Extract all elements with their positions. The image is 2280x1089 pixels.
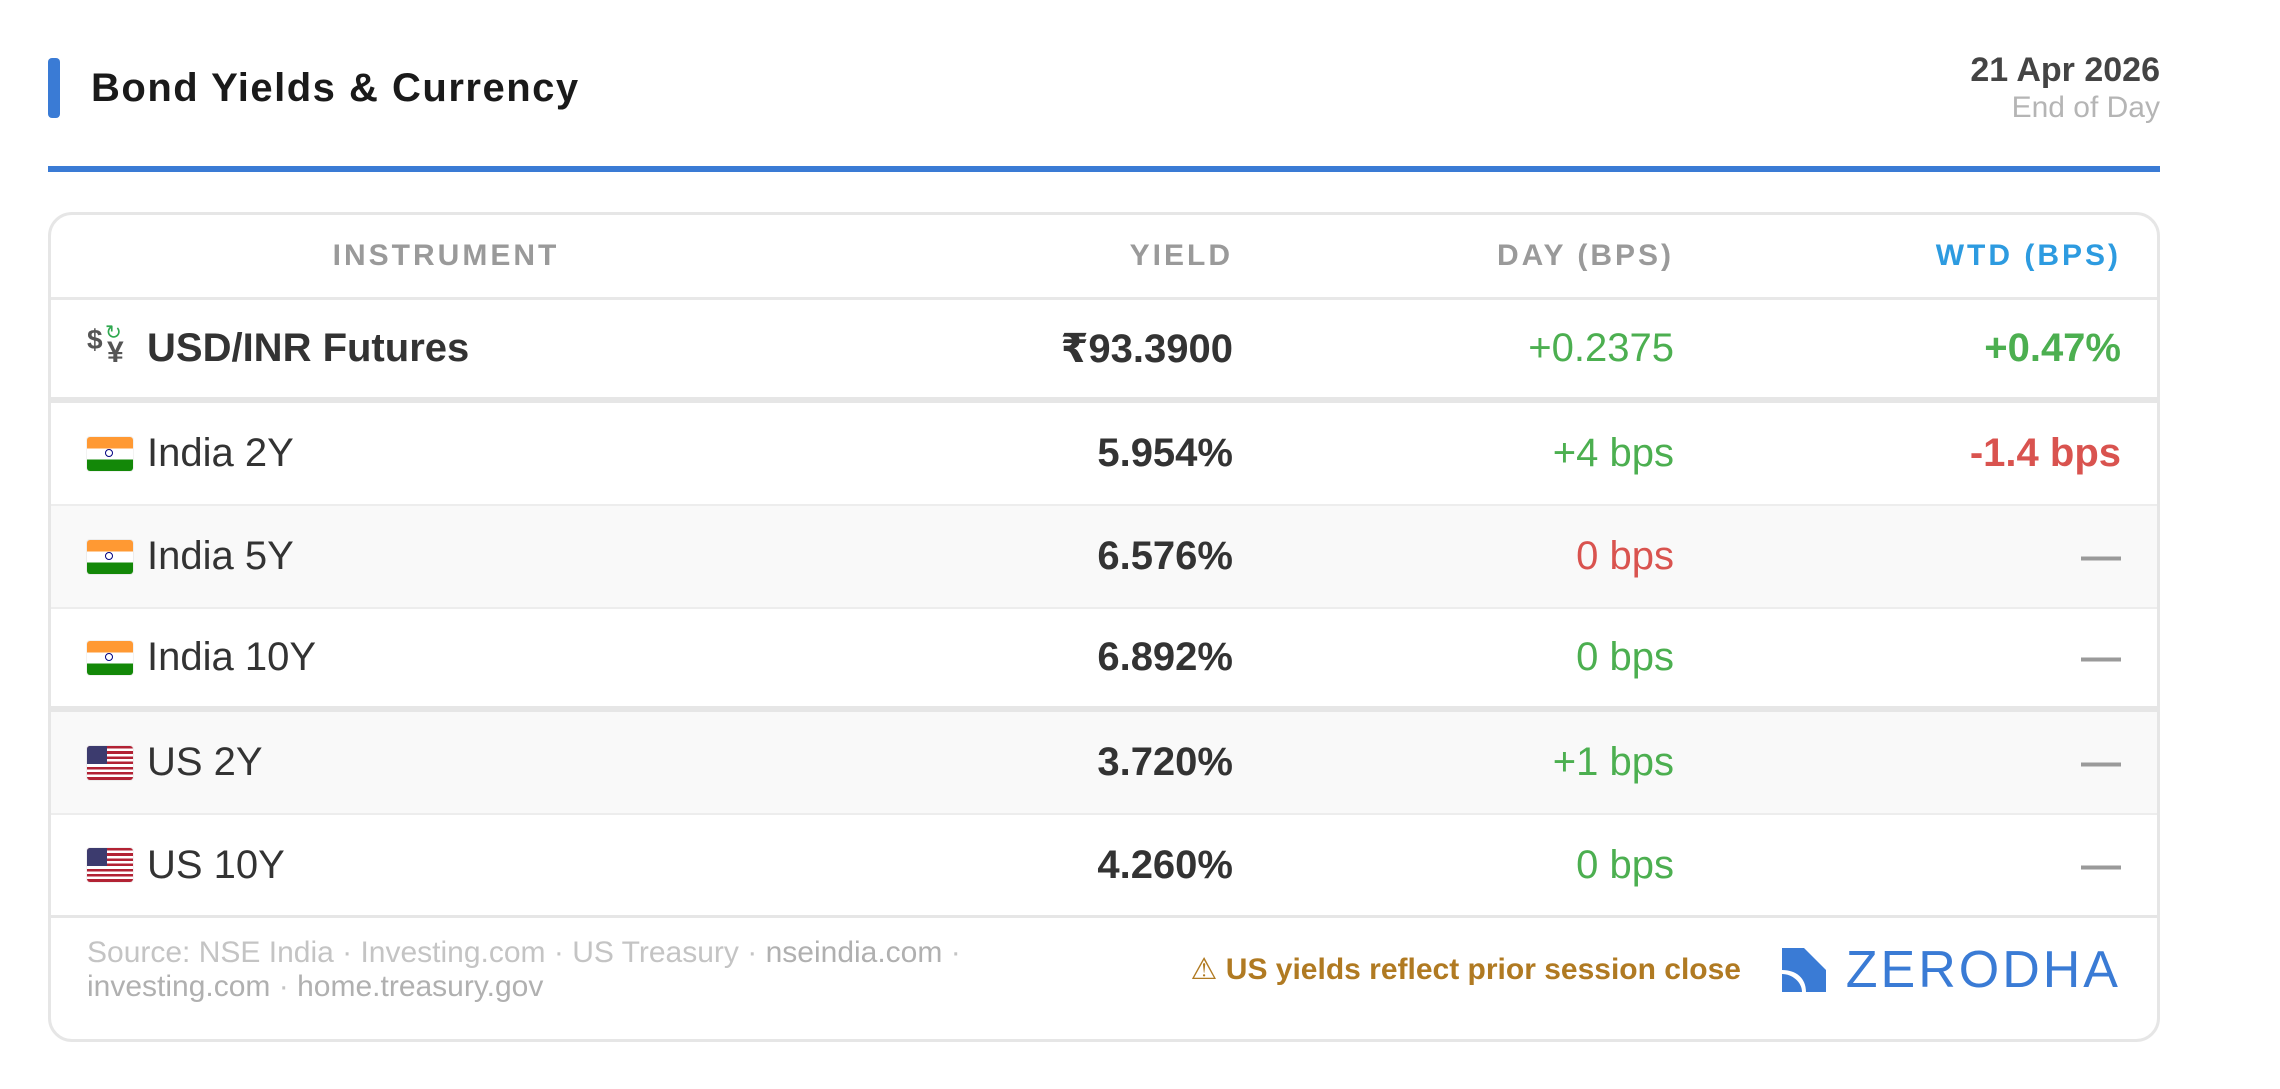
instrument-name: US 10Y [147, 843, 285, 888]
session-label: End of Day [1970, 90, 2160, 126]
brand-logo: ZERODHA [1782, 948, 2121, 992]
india-flag-icon [87, 540, 133, 574]
india-flag-icon [87, 437, 133, 471]
instrument-name: India 2Y [147, 431, 294, 476]
day-change: +0.2375 [1528, 300, 1674, 397]
report-date: 21 Apr 2026 [1970, 50, 2160, 90]
column-header-wtd: WTD (BPS) [1936, 215, 2121, 297]
table-row-india-2y: India 2Y 5.954% +4 bps -1.4 bps [51, 403, 2157, 506]
column-header-yield: YIELD [1130, 215, 1233, 297]
source-note: Source: NSE India · Investing.com · US T… [87, 936, 1047, 1004]
yields-table: INSTRUMENT YIELD DAY (BPS) WTD (BPS) $ ¥ … [48, 212, 2160, 1042]
yield-value: 6.576% [1097, 506, 1233, 607]
instrument-name: India 10Y [147, 635, 316, 680]
instrument-cell: India 10Y [87, 609, 316, 706]
source-prefix: Source: NSE India · Investing.com · US T… [87, 936, 757, 969]
page-title: Bond Yields & Currency [91, 64, 580, 112]
warning-icon: ⚠ [1191, 953, 1218, 986]
yield-value: 4.260% [1097, 815, 1233, 915]
table-header: INSTRUMENT YIELD DAY (BPS) WTD (BPS) [51, 215, 2157, 300]
us-flag-icon [87, 848, 133, 882]
instrument-name: US 2Y [147, 740, 263, 785]
header: Bond Yields & Currency 21 Apr 2026 End o… [48, 44, 2160, 172]
instrument-cell: India 2Y [87, 403, 294, 504]
wtd-change: — [2081, 506, 2121, 607]
source-link-nseindia[interactable]: nseindia.com [766, 936, 943, 969]
yield-value: 6.892% [1097, 609, 1233, 706]
currency-exchange-icon: $ ¥ ↻ [87, 326, 133, 372]
day-change: 0 bps [1576, 609, 1674, 706]
us-flag-icon [87, 746, 133, 780]
instrument-name: India 5Y [147, 534, 294, 579]
table-row-us-10y: US 10Y 4.260% 0 bps — [51, 815, 2157, 918]
table-row-india-10y: India 10Y 6.892% 0 bps — [51, 609, 2157, 712]
day-change: 0 bps [1576, 506, 1674, 607]
column-header-day: DAY (BPS) [1497, 215, 1674, 297]
instrument-cell: US 2Y [87, 712, 263, 813]
brand-name: ZERODHA [1846, 948, 2121, 992]
date-block: 21 Apr 2026 End of Day [1970, 50, 2160, 126]
instrument-cell: $ ¥ ↻ USD/INR Futures [87, 300, 469, 397]
table-row-us-2y: US 2Y 3.720% +1 bps — [51, 712, 2157, 815]
day-change: 0 bps [1576, 815, 1674, 915]
title-accent-bar [48, 58, 60, 118]
source-link-investing[interactable]: investing.com [87, 970, 270, 1003]
wtd-change: — [2081, 712, 2121, 813]
table-row-usd-inr: $ ¥ ↻ USD/INR Futures ₹93.3900 +0.2375 +0… [51, 300, 2157, 403]
day-change: +4 bps [1553, 403, 1674, 504]
table-footer: Source: NSE India · Investing.com · US T… [51, 918, 2157, 1026]
wtd-change: — [2081, 609, 2121, 706]
warning-text: US yields reflect prior session close [1226, 953, 1741, 986]
yield-value: 3.720% [1097, 712, 1233, 813]
instrument-cell: India 5Y [87, 506, 294, 607]
wtd-change: +0.47% [1984, 300, 2121, 397]
session-warning: ⚠ US yields reflect prior session close [1191, 918, 1741, 1022]
column-header-instrument: INSTRUMENT [51, 215, 841, 297]
yield-value: ₹93.3900 [1061, 300, 1233, 397]
yield-value: 5.954% [1097, 403, 1233, 504]
wtd-change: -1.4 bps [1970, 403, 2121, 504]
wtd-change: — [2081, 815, 2121, 915]
india-flag-icon [87, 641, 133, 675]
zerodha-logo-icon [1782, 948, 1826, 992]
table-row-india-5y: India 5Y 6.576% 0 bps — [51, 506, 2157, 609]
instrument-cell: US 10Y [87, 815, 285, 915]
source-separator: · [951, 936, 961, 969]
day-change: +1 bps [1553, 712, 1674, 813]
source-link-treasury[interactable]: home.treasury.gov [297, 970, 543, 1003]
source-separator: · [279, 970, 289, 1003]
instrument-name: USD/INR Futures [147, 326, 469, 371]
